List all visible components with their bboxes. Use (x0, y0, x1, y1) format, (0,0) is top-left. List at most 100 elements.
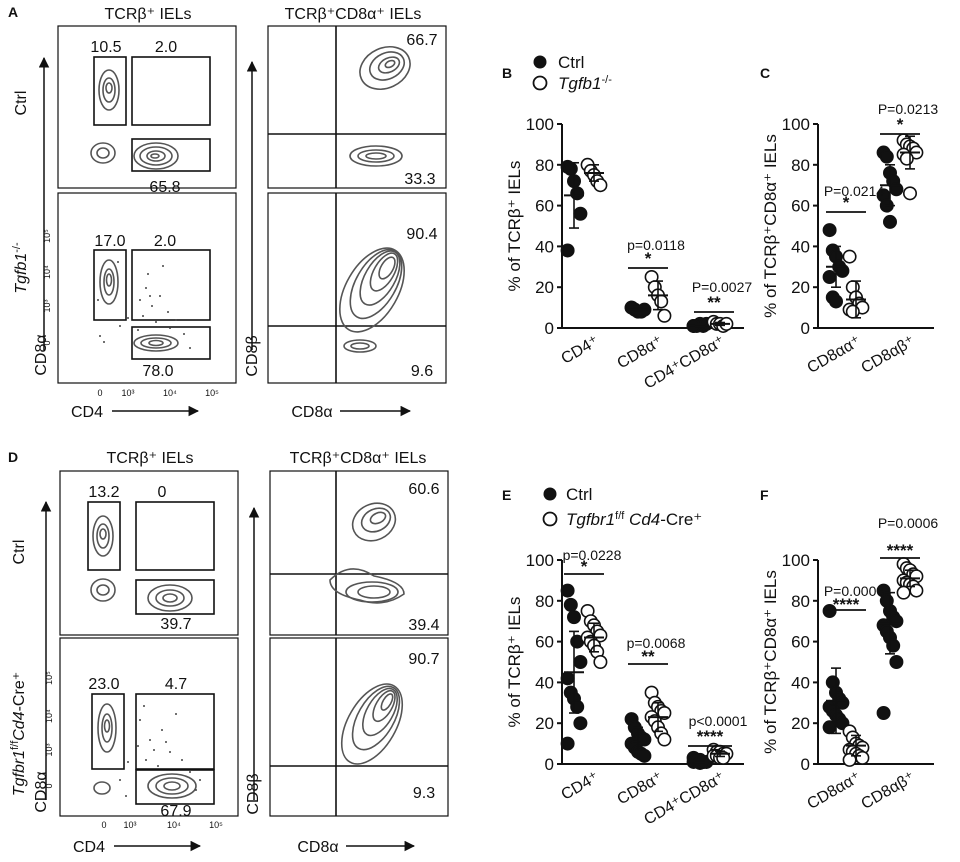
y-tick-label: 80 (535, 156, 554, 175)
y-tick-label: 0 (801, 319, 810, 338)
right-title: TCRβ⁺CD8α⁺ IELs (285, 6, 422, 23)
x-axis-label: CD4 (71, 404, 103, 421)
y-tick-label: 100 (526, 551, 554, 570)
flow-plot-top-right: 60.6 39.4 (269, 470, 449, 636)
y-tick-label: 20 (535, 278, 554, 297)
left-title: TCRβ⁺ IELs (105, 6, 192, 23)
y-axis-label: CD8β (245, 773, 262, 814)
quadrant-value: 90.7 (408, 651, 439, 668)
panel-letter: E (502, 487, 511, 503)
significance-stars: * (843, 193, 850, 212)
data-point-ctrl (882, 214, 897, 229)
right-title: TCRβ⁺CD8α⁺ IELs (290, 450, 427, 467)
x-axis-label: CD8α (297, 839, 338, 856)
x-axis-label: CD4 (73, 839, 105, 856)
y-tick-label: 20 (535, 714, 554, 733)
x-category-label: CD4⁺ (558, 333, 602, 368)
y-tick-label: 80 (791, 592, 810, 611)
panel-letter: B (502, 65, 512, 81)
legend-marker-ctrl (533, 55, 547, 69)
gate-value: 4.7 (165, 676, 187, 693)
significance-stars: * (581, 557, 588, 576)
y-tick: 10³ (44, 743, 54, 756)
quadrant-value: 60.6 (408, 481, 439, 498)
legend-marker-ko (532, 75, 548, 91)
quadrant-value: 90.4 (406, 226, 437, 243)
quadrant-value: 39.4 (408, 617, 439, 634)
gate-value: 65.8 (149, 179, 180, 196)
y-tick-label: 40 (791, 673, 810, 692)
data-point-ctrl (573, 206, 588, 221)
data-point-ctrl (637, 748, 652, 763)
y-axis-label: CD8α (33, 771, 50, 812)
y-tick: 10⁴ (44, 709, 54, 723)
quadrant-value: 9.6 (411, 363, 433, 380)
data-point-ko (654, 294, 669, 309)
x-category-label: CD4⁺ (558, 769, 602, 804)
x-category-label: CD8α⁺ (614, 769, 666, 809)
x-axis-label: CD8α (291, 404, 332, 421)
y-tick-label: 80 (535, 592, 554, 611)
significance-stars: ** (641, 647, 655, 666)
data-point-ctrl (570, 699, 585, 714)
data-point-ctrl (886, 638, 901, 653)
legend-marker-ctrl (543, 487, 557, 501)
data-point-ko (902, 186, 917, 201)
flow-plot-bottom-left: 23.0 4.7 67.9 10⁵ 10⁴ 10³ 0 0 10³ 10⁴ 10… (33, 637, 239, 856)
x-tick: 0 (101, 820, 106, 830)
data-point-ctrl (879, 149, 894, 164)
data-point-ctrl (889, 614, 904, 629)
data-point-ko (842, 249, 857, 264)
y-tick-label: 0 (545, 319, 554, 338)
y-tick-label: 40 (535, 237, 554, 256)
y-tick-label: 60 (535, 633, 554, 652)
significance-stars: **** (887, 541, 914, 560)
y-tick: 10⁴ (42, 265, 52, 279)
legend-marker-ko (542, 511, 558, 527)
y-tick-label: 80 (791, 156, 810, 175)
y-tick-label: 60 (791, 197, 810, 216)
significance-stars: **** (697, 727, 724, 746)
x-category-label: CD8αβ⁺ (858, 769, 918, 813)
data-point-ko (593, 654, 608, 669)
significance-stars: * (645, 249, 652, 268)
row-label-ctrl: Ctrl (13, 91, 30, 116)
y-tick-label: 0 (801, 755, 810, 774)
p-value: p=0.0118 (627, 237, 685, 253)
y-axis-label: % of TCRβ⁺CD8α⁺ IELs (761, 134, 780, 318)
y-tick: 10⁵ (42, 229, 52, 243)
gate-value: 13.2 (88, 484, 119, 501)
data-point-ctrl (560, 583, 575, 598)
panel-letter: A (8, 4, 18, 20)
data-point-ctrl (573, 716, 588, 731)
y-axis-label: CD8β (244, 335, 261, 376)
p-value: P=0.0006 (878, 515, 939, 531)
data-point-ctrl (822, 603, 837, 618)
gate-value: 17.0 (94, 233, 125, 250)
gate-value: 10.5 (90, 39, 121, 56)
flow-plot-bottom-right: 90.4 9.6 CD8β CD8α (244, 192, 447, 421)
x-category-label: CD8α⁺ (614, 333, 666, 373)
data-point-ctrl (822, 720, 837, 735)
data-point-ctrl (822, 223, 837, 238)
data-point-ctrl (573, 654, 588, 669)
significance-stars: ** (707, 293, 721, 312)
legend-label-ctrl: Ctrl (558, 53, 584, 72)
data-point-ctrl (822, 269, 837, 284)
scatter-chart-f: F 0 20 40 60 80 100% of TCRβ⁺CD8α⁺ IELs CD8αα⁺C… (760, 487, 938, 813)
panel-d: D TCRβ⁺ IELs TCRβ⁺CD8α⁺ IELs Ctrl Tgfbr1… (8, 449, 449, 856)
data-point-ctrl (876, 705, 891, 720)
x-tick: 10³ (121, 388, 134, 398)
row-label-ko: Tgfbr1f/fCd4-Cre⁺ (9, 672, 28, 796)
flow-plot-bottom-right: 90.7 9.3 CD8β CD8α (245, 637, 449, 856)
quadrant-value: 9.3 (413, 785, 435, 802)
panel-a: A TCRβ⁺ IELs TCRβ⁺CD8α⁺ IELs Ctrl Tgfb1-… (8, 4, 447, 421)
p-value: p=0.0228 (563, 547, 622, 563)
p-value: p<0.0001 (689, 713, 748, 729)
flow-plot-top-left: 13.2 0 39.7 (59, 470, 239, 636)
x-tick: 10⁴ (167, 820, 181, 830)
y-axis-label: % of TCRβ⁺ IELs (505, 161, 524, 292)
data-point-ko (899, 151, 914, 166)
